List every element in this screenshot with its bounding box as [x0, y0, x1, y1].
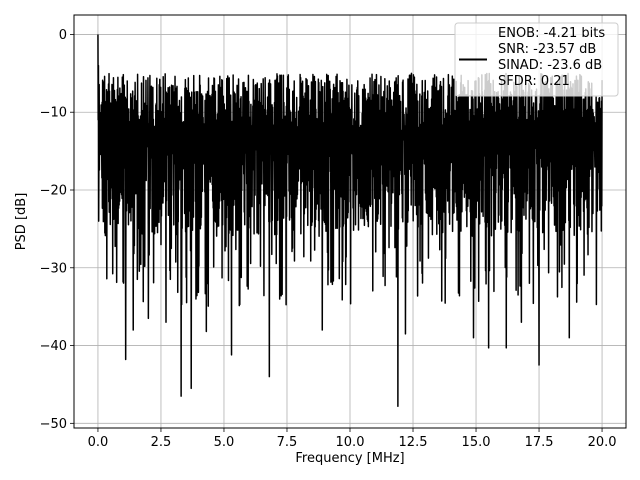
x-tick-label: 2.5 — [151, 435, 172, 450]
legend-entry-text: ENOB: -4.21 bits SNR: -23.57 dB SINAD: -23… — [498, 26, 605, 89]
y-tick-label: −20 — [40, 184, 67, 199]
x-tick-label: 7.5 — [277, 435, 298, 450]
x-tick-label: 20.0 — [588, 435, 617, 450]
x-tick-label: 0.0 — [88, 435, 109, 450]
legend: ENOB: -4.21 bits SNR: -23.57 dB SINAD: -23… — [454, 22, 619, 97]
x-tick-label: 17.5 — [525, 435, 554, 450]
legend-text-line: SINAD: -23.6 dB — [498, 58, 602, 73]
y-tick-label: 0 — [59, 28, 67, 43]
x-axis-ticks: 0.0 2.5 5.0 7.5 10.0 12.5 15.0 17.5 20.0 — [88, 428, 617, 450]
legend-text-line: SFDR: 0.21 — [498, 74, 570, 89]
y-axis-label: PSD [dB] — [14, 193, 29, 251]
y-tick-label: −40 — [40, 339, 67, 354]
x-axis-label: Frequency [MHz] — [295, 451, 404, 466]
plot-area — [97, 34, 603, 407]
y-axis-ticks: 0 −10 −20 −30 −40 −50 — [40, 28, 74, 432]
psd-series-line — [97, 34, 603, 407]
y-tick-label: −50 — [40, 417, 67, 432]
y-tick-label: −10 — [40, 106, 67, 121]
legend-text-line: ENOB: -4.21 bits — [498, 26, 605, 41]
x-tick-label: 5.0 — [214, 435, 235, 450]
x-tick-label: 15.0 — [462, 435, 491, 450]
y-tick-label: −30 — [40, 261, 67, 276]
legend-text-line: SNR: -23.57 dB — [498, 42, 596, 57]
x-tick-label: 12.5 — [399, 435, 428, 450]
legend-box — [454, 22, 619, 97]
x-tick-label: 10.0 — [336, 435, 365, 450]
